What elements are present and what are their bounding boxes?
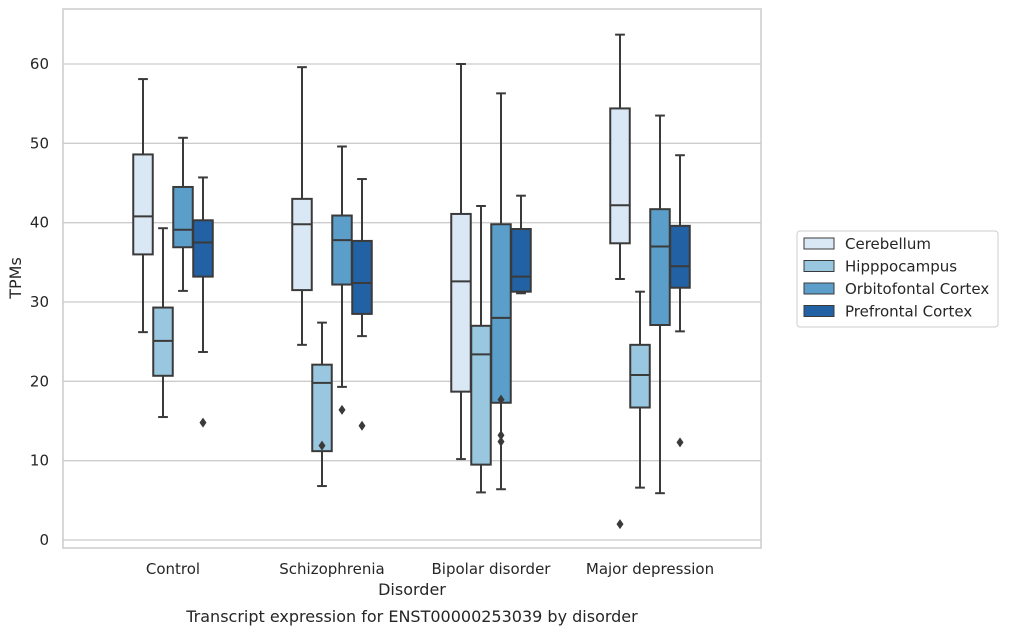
outlier-point: [676, 437, 684, 448]
box-cerebellum-major-depression: [609, 33, 631, 530]
legend-label: Hipppocampus: [845, 258, 957, 276]
box-cerebellum-bipolar-disorder: [450, 63, 472, 461]
iqr-box: [331, 214, 353, 286]
box-hipppocampus-schizophrenia: [311, 321, 333, 488]
legend-swatch: [803, 305, 835, 317]
box-orbitofontal-cortex-schizophrenia: [331, 145, 353, 415]
box-cerebellum-control: [132, 78, 154, 334]
box-hipppocampus-control: [152, 227, 174, 419]
iqr-box: [629, 343, 651, 409]
legend-swatch: [803, 260, 835, 272]
box-prefrontal-cortex-bipolar-disorder: [510, 194, 532, 295]
iqr-box: [470, 324, 492, 466]
legend-label: Orbitofontal Cortex: [845, 280, 989, 298]
box-prefrontal-cortex-schizophrenia: [351, 178, 373, 431]
box-hipppocampus-major-depression: [629, 290, 651, 489]
legend-swatch: [803, 282, 835, 295]
iqr-box: [351, 239, 373, 315]
y-tick-label: 40: [30, 214, 49, 232]
outlier-point: [318, 440, 326, 451]
legend-swatch: [803, 237, 835, 250]
y-tick-label: 10: [30, 452, 49, 470]
iqr-box: [291, 197, 313, 292]
boxes: [132, 33, 691, 530]
iqr-box: [669, 224, 691, 289]
iqr-box: [192, 219, 214, 278]
iqr-box: [311, 363, 333, 453]
x-tick-label: Major depression: [586, 560, 714, 578]
y-tick-label: 60: [30, 55, 49, 73]
iqr-box: [609, 107, 631, 245]
x-axis-ticks: Control Schizophrenia Bipolar disorder Majo…: [146, 560, 714, 578]
outlier-point: [616, 519, 624, 530]
y-tick-label: 20: [30, 372, 49, 390]
legend: Cerebellum Hipppocampus Orbitofontal Corte…: [796, 230, 999, 328]
box-orbitofontal-cortex-major-depression: [649, 114, 671, 495]
box-prefrontal-cortex-major-depression: [669, 154, 691, 448]
y-axis-ticks: 0 10 20 30 40 50 60: [30, 55, 49, 549]
iqr-box: [490, 223, 512, 404]
legend-label: Cerebellum: [845, 235, 931, 253]
x-axis-label: Disorder: [378, 580, 446, 599]
y-tick-label: 0: [39, 531, 49, 549]
iqr-box: [450, 212, 472, 393]
box-cerebellum-schizophrenia: [291, 66, 313, 346]
iqr-box: [649, 208, 671, 327]
iqr-box: [132, 153, 154, 256]
box-orbitofontal-cortex-bipolar-disorder: [490, 92, 512, 491]
chart-caption: Transcript expression for ENST0000025303…: [185, 607, 638, 626]
plot-area-background: [62, 8, 762, 549]
outlier-point: [358, 420, 366, 431]
iqr-box: [510, 228, 532, 293]
outlier-point: [338, 404, 346, 415]
outlier-point: [497, 436, 505, 447]
outlier-point: [497, 430, 505, 441]
x-tick-label: Bipolar disorder: [432, 560, 552, 578]
legend-frame: [796, 230, 999, 328]
outlier-point: [497, 394, 505, 405]
x-tick-label: Schizophrenia: [279, 560, 384, 578]
legend-label: Prefrontal Cortex: [845, 303, 972, 321]
box-prefrontal-cortex-control: [192, 176, 214, 428]
y-axis-label: TPMs: [6, 257, 25, 300]
x-tick-label: Control: [146, 560, 200, 578]
iqr-box: [172, 185, 194, 249]
y-tick-label: 50: [30, 134, 49, 152]
y-tick-label: 30: [30, 293, 49, 311]
outlier-point: [199, 417, 207, 428]
box-orbitofontal-cortex-control: [172, 136, 194, 292]
